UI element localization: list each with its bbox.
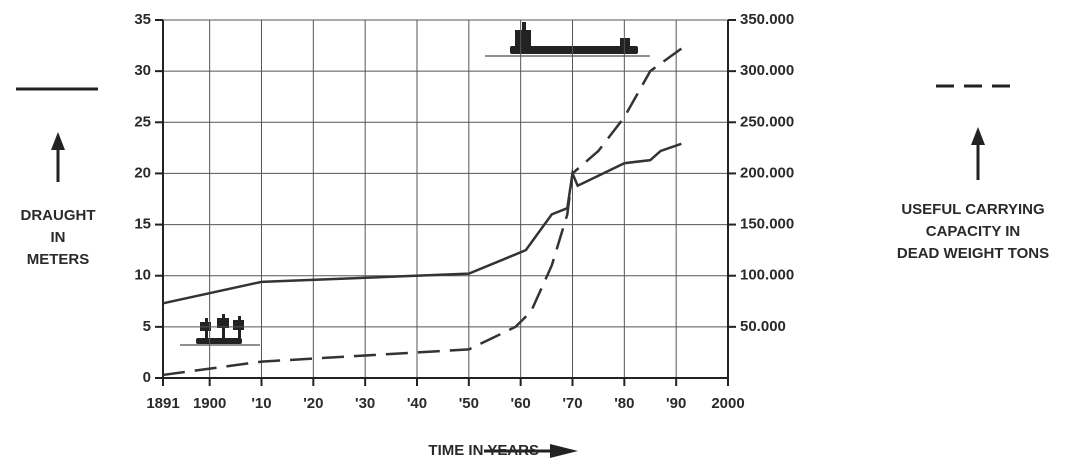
y2-tick-label: 250.000 [740, 113, 794, 130]
y2-tick-label: 150.000 [740, 216, 794, 233]
tanker-icon [485, 22, 650, 56]
chart: TIME IN YEARS 1891 1900 '10 '20 '30 '40 '50 '60… [0, 0, 1089, 460]
x-tick-label: 2000 [711, 395, 744, 412]
arrow-head [51, 132, 65, 150]
y-tick-label: 35 [134, 11, 151, 28]
arrow-head [971, 127, 985, 145]
y2-tick-label: 50.000 [740, 318, 786, 335]
y2-tick-label: 300.000 [740, 62, 794, 79]
y-axis-label: IN [51, 229, 66, 246]
y-tick-label: 20 [134, 164, 151, 181]
y-tick-label: 25 [134, 113, 151, 130]
y2-tick-label: 350.000 [740, 11, 794, 28]
y-tick-label: 10 [134, 267, 151, 284]
x-tick-label: '10 [251, 395, 271, 412]
x-tick-label: '60 [511, 395, 531, 412]
x-tick-label: '30 [355, 395, 375, 412]
x-arrow-head [550, 444, 578, 458]
y2-axis-label: USEFUL CARRYING [901, 201, 1044, 218]
x-tick-label: '80 [614, 395, 634, 412]
y2-axis-label: CAPACITY IN [926, 223, 1020, 240]
series-line [163, 144, 681, 304]
x-tick-label: 1900 [193, 395, 226, 412]
y-axis-label: METERS [27, 251, 90, 268]
page: {"chart_data": { "type": "line", "x": []… [0, 0, 1089, 465]
y2-axis-label: DEAD WEIGHT TONS [897, 245, 1049, 262]
y2-tick-label: 100.000 [740, 267, 794, 284]
x-tick-label: '20 [303, 395, 323, 412]
x-tick-label: '40 [407, 395, 427, 412]
x-tick-label: 1891 [146, 395, 179, 412]
y2-tick-label: 200.000 [740, 164, 794, 181]
x-tick-label: '70 [562, 395, 582, 412]
sailing-ship-icon [180, 314, 260, 345]
y-axis-label: DRAUGHT [21, 207, 96, 224]
x-tick-label: '90 [666, 395, 686, 412]
y-tick-label: 5 [143, 318, 151, 335]
y-tick-label: 15 [134, 216, 151, 233]
x-axis-label: TIME IN YEARS [428, 442, 539, 459]
y-tick-label: 0 [143, 369, 151, 386]
x-tick-label: '50 [459, 395, 479, 412]
y-tick-label: 30 [134, 62, 151, 79]
